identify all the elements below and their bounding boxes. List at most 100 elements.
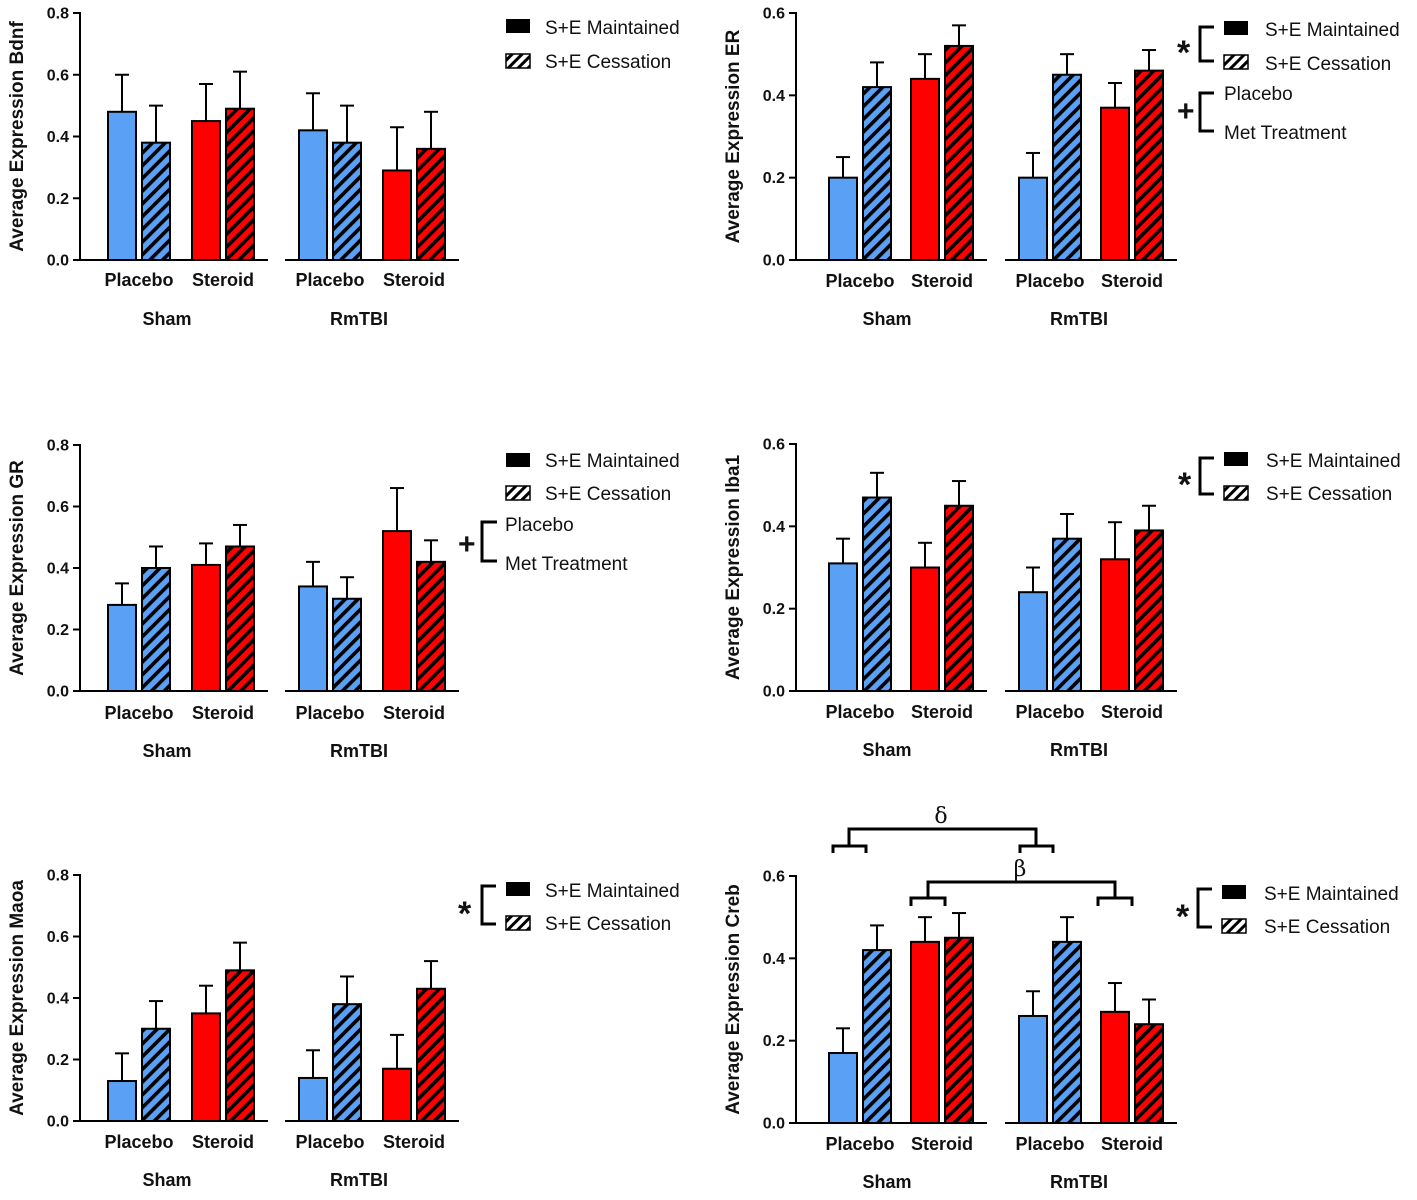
panel-bdnf: 0.0 0.2 0.4 0.6 0.8 Average Expression Bdnf Pl… (7, 6, 459, 329)
bar (107, 603, 137, 693)
legend-label-met: Met Treatment (505, 554, 628, 575)
group-label: RmTBI (1050, 1172, 1108, 1192)
group-label: RmTBI (330, 1170, 388, 1190)
legend-label-cessation: S+E Cessation (545, 914, 671, 935)
bar (298, 129, 328, 261)
bar (944, 504, 974, 692)
group-label: Sham (142, 1170, 191, 1190)
beta-label: β (1014, 857, 1027, 882)
category-label: Placebo (295, 270, 364, 290)
legend-label-cessation: S+E Cessation (545, 484, 671, 505)
y-tick-label: 0.4 (47, 129, 69, 146)
bar (1052, 940, 1082, 1124)
bar (910, 940, 940, 1124)
bar (225, 107, 255, 262)
category-label: Placebo (104, 1132, 173, 1152)
y-tick-label: 0.6 (763, 869, 785, 886)
category-label: Steroid (383, 703, 445, 723)
y-axis-title: Average Expression Bdnf (7, 21, 28, 252)
legend-swatch-maintained (1224, 452, 1248, 466)
legend-swatch-cessation (1221, 918, 1247, 934)
y-tick-label: 0.2 (47, 622, 69, 639)
y-tick-label: 0.6 (763, 437, 785, 454)
legend-swatch-maintained (506, 882, 530, 896)
group-label: RmTBI (1050, 309, 1108, 329)
significance-star: * (1177, 34, 1191, 72)
legend-bdnf: S+E Maintained S+E Cessation (505, 18, 680, 73)
legend-swatch-cessation (1223, 485, 1249, 501)
panel-maoa: 0.0 0.2 0.4 0.6 0.8 Average Expression Maoa Pl… (7, 868, 459, 1190)
y-tick-label: 0.8 (47, 868, 69, 885)
bar (191, 1012, 221, 1122)
significance-star: * (458, 895, 472, 933)
legend-er: * S+E Maintained S+E Cessation + Placebo… (1177, 20, 1400, 144)
legend-label-maintained: S+E Maintained (545, 881, 680, 902)
bar (1052, 73, 1082, 261)
y-tick-label: 0.0 (47, 253, 69, 270)
y-tick-label: 0.0 (47, 1114, 69, 1131)
bar (828, 176, 858, 262)
legend-label-cessation: S+E Cessation (1266, 484, 1392, 505)
category-label: Steroid (1101, 271, 1163, 291)
category-label: Placebo (1015, 1134, 1084, 1154)
panel-er: 0.0 0.2 0.4 0.6 Average Expression ER Placebo… (723, 6, 1177, 329)
bar (416, 987, 446, 1123)
legend-label-maintained: S+E Maintained (545, 451, 680, 472)
category-label: Steroid (383, 270, 445, 290)
bar (141, 1027, 171, 1122)
legend-label-cessation: S+E Cessation (1265, 54, 1391, 75)
panel-iba1: 0.0 0.2 0.4 0.6 Average Expression Iba1 Place… (723, 437, 1177, 760)
bar (1134, 529, 1164, 693)
bar (910, 566, 940, 692)
y-tick-label: 0.4 (763, 519, 785, 536)
bar (944, 44, 974, 261)
group-label: RmTBI (330, 741, 388, 761)
bar (1100, 558, 1130, 692)
legend-maoa: * S+E Maintained S+E Cessation (458, 881, 680, 935)
bar (1134, 1023, 1164, 1124)
y-tick-label: 0.2 (763, 601, 785, 618)
y-tick-label: 0.0 (763, 684, 785, 701)
bar (828, 1052, 858, 1125)
group-label: Sham (862, 740, 911, 760)
y-tick-label: 0.2 (763, 1033, 785, 1050)
category-label: Steroid (192, 1132, 254, 1152)
y-axis-title: Average Expression Iba1 (723, 454, 744, 680)
legend-label-cessation: S+E Cessation (545, 52, 671, 73)
category-label: Placebo (1015, 271, 1084, 291)
significance-star: * (1176, 898, 1190, 936)
bar (944, 936, 974, 1124)
bar (298, 1076, 328, 1122)
legend-label-maintained: S+E Maintained (1266, 451, 1401, 472)
legend-label-maintained: S+E Maintained (1264, 884, 1399, 905)
legend-label-placebo: Placebo (505, 515, 574, 536)
y-tick-label: 0.4 (47, 561, 69, 578)
category-label: Placebo (295, 703, 364, 723)
category-label: Placebo (104, 703, 173, 723)
category-label: Steroid (1101, 702, 1163, 722)
y-tick-label: 0.6 (47, 67, 69, 84)
legend-label-cessation: S+E Cessation (1264, 917, 1390, 938)
category-label: Steroid (192, 703, 254, 723)
creb-comparison-brackets: δ β (831, 804, 1134, 906)
bar (332, 597, 362, 692)
category-label: Steroid (1101, 1134, 1163, 1154)
y-axis-title: Average Expression GR (7, 460, 28, 676)
bar (416, 560, 446, 692)
legend-label-maintained: S+E Maintained (545, 18, 680, 39)
category-label: Placebo (825, 1134, 894, 1154)
category-label: Placebo (295, 1132, 364, 1152)
legend-iba1: * S+E Maintained S+E Cessation (1178, 451, 1401, 505)
legend-swatch-maintained (1222, 885, 1246, 899)
bar (191, 563, 221, 692)
legend-swatch-cessation (505, 485, 531, 501)
group-label: Sham (142, 741, 191, 761)
significance-plus: + (1177, 95, 1195, 128)
bar (1100, 1010, 1130, 1124)
bar (225, 545, 255, 692)
significance-plus: + (458, 528, 476, 561)
y-tick-label: 0.0 (47, 684, 69, 701)
y-tick-label: 0.4 (763, 88, 785, 105)
y-axis-title: Average Expression Maoa (7, 880, 28, 1116)
legend-swatch-cessation (1223, 54, 1249, 70)
